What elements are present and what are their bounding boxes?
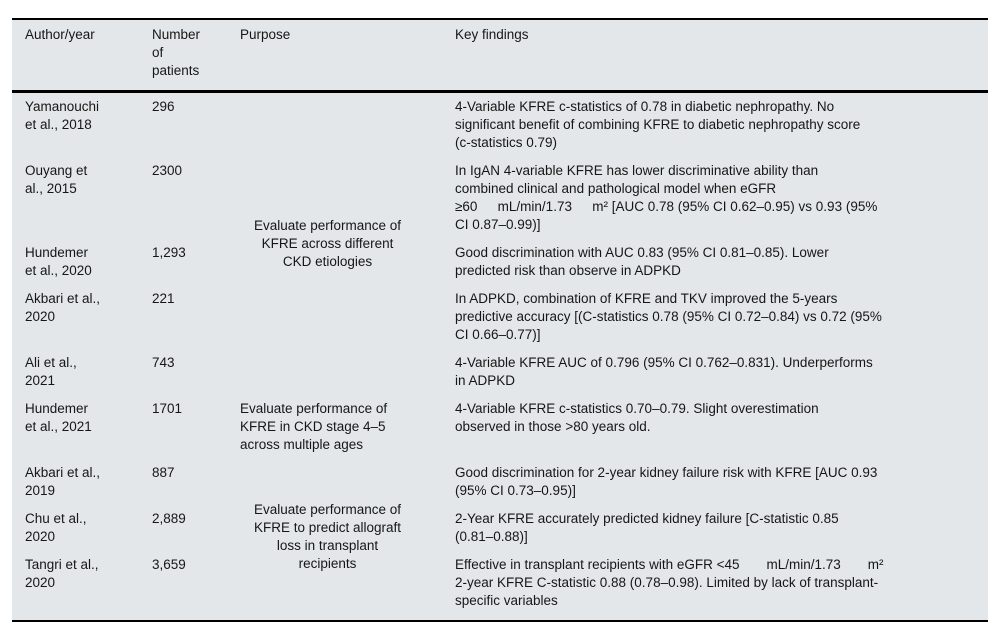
key-findings-cell: 4-Variable KFRE AUC of 0.796 (95% CI 0.7…: [455, 355, 873, 388]
key-findings-cell: Good discrimination with AUC 0.83 (95% C…: [455, 245, 829, 278]
author-year-cell: Chu et al., 2020: [25, 511, 87, 544]
table-row: Akbari et al., 2020 221 In ADPKD, combinat…: [12, 290, 988, 354]
patients-count-cell: 2,889: [152, 511, 186, 526]
table-row: Chu et al., 2020 2,889 2-Year KFRE accurat…: [12, 510, 988, 556]
table-row: Ouyang et al., 2015 2300 In IgAN 4-variabl…: [12, 162, 988, 244]
table-row: Ali et al., 2021 743 4-Variable KFRE AUC o…: [12, 354, 988, 400]
paper-table-container: Author/year Number of patients Purpose K…: [12, 18, 988, 622]
key-findings-cell: In IgAN 4-variable KFRE has lower discri…: [455, 163, 878, 232]
table-row: Hundemer et al., 2020 1,293 Good discrimin…: [12, 244, 988, 290]
patients-count-cell: 887: [152, 465, 175, 480]
patients-count-cell: 296: [152, 99, 175, 114]
purpose-cell: Evaluate performance of KFRE to predict …: [253, 502, 402, 571]
table-row: Hundemer et al., 2021 1701 Evaluate perfor…: [12, 400, 988, 464]
author-year-cell: Yamanouchi et al., 2018: [25, 99, 100, 132]
purpose-cell: Evaluate performance of KFRE in CKD stag…: [240, 401, 388, 452]
key-findings-cell: Effective in transplant recipients with …: [455, 557, 884, 608]
patients-count-cell: 3,659: [152, 557, 186, 572]
key-findings-cell: Good discrimination for 2-year kidney fa…: [455, 465, 878, 498]
header-purpose: Purpose: [240, 19, 415, 93]
table-header-row: Author/year Number of patients Purpose K…: [12, 19, 988, 93]
author-year-cell: Tangri et al., 2020: [25, 557, 99, 590]
author-year-cell: Hundemer et al., 2021: [25, 401, 92, 434]
key-findings-cell: 4-Variable KFRE c-statistics 0.70–0.79. …: [455, 401, 819, 434]
header-key-findings: Key findings: [415, 19, 988, 93]
table-row: Akbari et al., 2019 887 Evaluate performan…: [12, 464, 988, 571]
patients-count-cell: 1,293: [152, 245, 186, 260]
key-findings-cell: 4-Variable KFRE c-statistics of 0.78 in …: [455, 99, 861, 150]
patients-count-cell: 1701: [152, 401, 183, 416]
author-year-cell: Ali et al., 2021: [25, 355, 77, 388]
key-findings-cell: 2-Year KFRE accurately predicted kidney …: [455, 511, 839, 544]
author-year-cell: Hundemer et al., 2020: [25, 245, 92, 278]
kfre-studies-table: Author/year Number of patients Purpose K…: [12, 18, 988, 622]
patients-count-cell: 221: [152, 291, 175, 306]
header-number-of-patients: Number of patients: [152, 19, 240, 93]
author-year-cell: Akbari et al., 2019: [25, 465, 101, 498]
table-row: Tangri et al., 2020 3,659 Effective in tra…: [12, 556, 988, 621]
author-year-cell: Akbari et al., 2020: [25, 291, 101, 324]
header-author-year: Author/year: [12, 19, 152, 93]
purpose-cell: Evaluate performance of KFRE across diff…: [253, 218, 402, 269]
patients-count-cell: 743: [152, 355, 175, 370]
table-body: Yamanouchi et al., 2018 296 Evaluate perfo…: [12, 92, 988, 622]
author-year-cell: Ouyang et al., 2015: [25, 163, 88, 196]
patients-count-cell: 2300: [152, 163, 183, 178]
key-findings-cell: In ADPKD, combination of KFRE and TKV im…: [455, 291, 882, 342]
table-row: Yamanouchi et al., 2018 296 Evaluate perfo…: [12, 92, 988, 269]
